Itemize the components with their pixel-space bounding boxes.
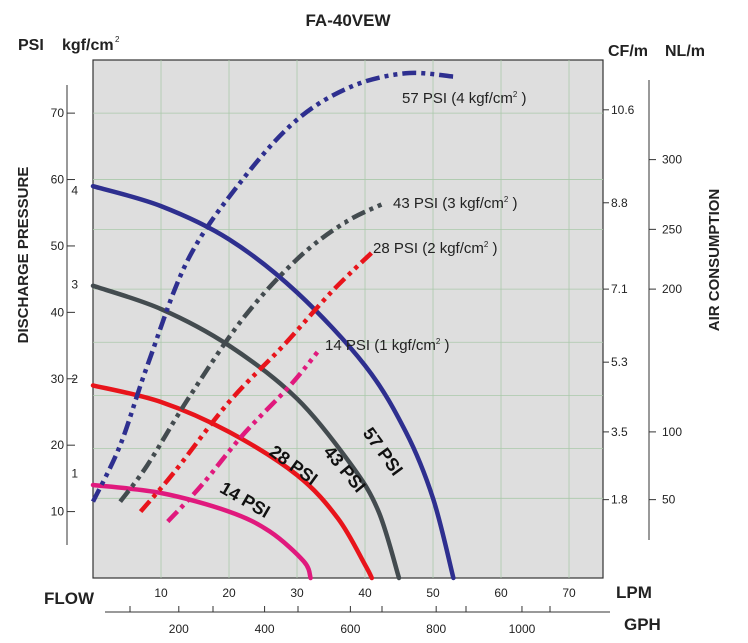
psi-tick-label-5: 60 [51,173,65,187]
nlm-tick-label-1: 100 [662,425,682,439]
air-curve-0 [90,70,454,503]
kgf-tick-label-3: 4 [71,183,78,197]
nlm-tick-label-0: 50 [662,493,676,507]
lpm-tick-label-3: 40 [358,586,372,600]
psi-tick-label-1: 20 [51,438,65,452]
right-unit-cfm: CF/m [608,43,648,60]
gph-tick-label-0: 200 [169,622,189,636]
air-curve-label-1: 43 PSI (3 kgf/cm2 ) [393,195,518,212]
psi-tick-label-6: 70 [51,106,65,120]
air-curve-1 [118,200,387,503]
flow-curve-28-psi [90,383,375,581]
air-curve-3 [166,350,320,524]
flow-curve-43-psi [90,283,402,581]
x-unit-lpm: LPM [616,583,652,602]
kgf-tick-label-0: 1 [71,467,78,481]
air-curve-label-2: 28 PSI (2 kgf/cm2 ) [373,240,498,257]
cfm-tick-label-0: 1.8 [611,493,628,507]
left-axis-title: DISCHARGE PRESSURE [15,167,32,344]
lpm-tick-label-5: 60 [494,586,508,600]
psi-tick-label-4: 50 [51,239,65,253]
left-axis: 10 20 30 40 50 60 70 1 2 3 4 [51,85,78,545]
left-unit-kgf: kgf/cm [62,37,114,54]
air-curves: 57 PSI (4 kgf/cm2 ) 43 PSI (3 kgf/cm2 ) 28… [90,70,527,524]
gph-tick-label-2: 600 [340,622,360,636]
gph-tick-label-3: 800 [426,622,446,636]
air-curve-label-0: 57 PSI (4 kgf/cm2 ) [402,90,527,107]
lpm-tick-label-6: 70 [562,586,576,600]
psi-tick-label-2: 30 [51,372,65,386]
right-axis-title: AIR CONSUMPTION [706,189,723,332]
cfm-tick-label-4: 8.8 [611,196,628,210]
left-unit-psi: PSI [18,37,44,54]
lpm-tick-label-0: 10 [154,586,168,600]
x-label-flow: FLOW [44,589,95,608]
gph-tick-label-4: 1000 [509,622,536,636]
lpm-tick-label-4: 50 [426,586,440,600]
x-unit-gph: GPH [624,615,661,634]
air-curve-2 [138,250,374,514]
grid [93,60,603,578]
nlm-tick-label-4: 300 [662,153,682,167]
x-axis: 10 20 30 40 50 60 70 200 400 600 800 1000 [105,586,610,636]
cfm-tick-label-1: 3.5 [611,425,628,439]
cfm-tick-label-3: 7.1 [611,282,628,296]
plot-area [92,59,604,579]
cfm-tick-label-5: 10.6 [611,103,635,117]
cfm-tick-label-2: 5.3 [611,355,628,369]
right-axis: 1.8 3.5 5.3 7.1 8.8 10.6 50 100 200 250 300 [603,80,682,540]
psi-tick-label-3: 40 [51,305,65,319]
kgf-tick-label-2: 3 [71,278,78,292]
flow-curve-14-psi [90,482,313,581]
flow-curve-57-psi [90,183,456,581]
lpm-tick-label-2: 30 [290,586,304,600]
left-unit-kgf-sup: 2 [115,35,120,44]
psi-tick-label-0: 10 [51,505,65,519]
right-unit-nlm: NL/m [665,43,705,60]
nlm-tick-label-2: 200 [662,282,682,296]
kgf-tick-label-1: 2 [71,372,78,386]
air-curve-label-3: 14 PSI (1 kgf/cm2 ) [325,337,450,354]
nlm-tick-label-3: 250 [662,222,682,236]
lpm-tick-label-1: 20 [222,586,236,600]
chart-title: FA-40VEW [305,11,391,30]
gph-tick-label-1: 400 [255,622,275,636]
